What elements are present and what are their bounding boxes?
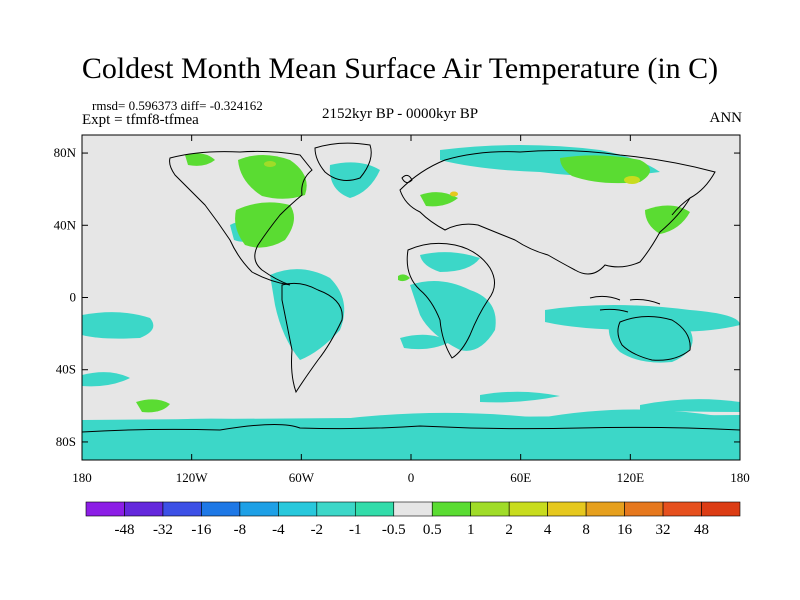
colorbar-swatch [393,501,433,517]
experiment-label: Expt = tfmf8-tfmea [82,112,199,128]
positive-anomaly-patches [136,153,690,413]
uk-coast [401,174,413,184]
colorbar-label: 16 [617,522,633,538]
japan-coast [671,197,691,216]
stats-line: rmsd= 0.596373 diff= -0.324162 [92,98,263,113]
colorbar-swatch [585,501,625,517]
colorbar-swatch [124,501,164,517]
chart-title: Coldest Month Mean Surface Air Temperatu… [81,52,719,85]
colorbar-label: -8 [234,522,247,538]
colorbar-swatch [470,501,510,517]
colorbar-label: -4 [272,522,285,538]
colorbar-label: 2 [505,522,513,538]
lat-tick-label: 0 [70,290,77,305]
colorbar-label: -16 [191,522,211,538]
colorbar-swatch [547,501,587,517]
lat-tick-label: 40S [56,362,76,377]
colorbar-swatch [85,501,125,517]
colorbar-label: 1 [467,522,475,538]
colorbar-label: 48 [694,522,709,538]
colorbar-swatch [354,501,395,517]
colorbar [85,501,741,517]
colorbar-label: 0.5 [423,522,442,538]
greenland-coast [314,142,372,181]
longitude-axis: 180 120W 60W 0 60E 120E 180 [72,135,750,485]
colorbar-swatch [316,501,356,517]
colorbar-swatch [162,501,202,517]
colorbar-swatch [239,501,279,517]
australia-coast [617,316,691,361]
season-label: ANN [709,110,743,126]
colorbar-label: -48 [114,522,134,538]
lon-tick-label: 180 [72,470,92,485]
colorbar-swatch [278,501,318,517]
colorbar-label: 32 [656,522,671,538]
period-label: 2152kyr BP - 0000kyr BP [322,106,479,122]
lat-tick-label: 80S [56,434,76,449]
colorbar-label: 8 [582,522,590,538]
colorbar-swatch [431,501,472,517]
map-background [82,135,740,460]
colorbar-swatch [701,501,741,517]
eurasia-coast [399,150,716,275]
warm-anomaly-spots [264,161,640,197]
colorbar-labels: -48 -32 -16 -8 -4 -2 -1 -0.5 0.5 1 2 4 8 16 32 48 [114,522,709,538]
indonesia-coast [589,295,661,313]
colorbar-label: -2 [311,522,324,538]
colorbar-label: -1 [349,522,362,538]
africa-coast [406,242,495,359]
lat-tick-label: 80N [54,145,77,160]
lon-tick-label: 60W [289,470,315,485]
colorbar-label: -0.5 [382,522,406,538]
lat-tick-label: 40N [54,217,77,232]
colorbar-swatch [201,501,241,517]
colorbar-label: 4 [544,522,552,538]
latitude-axis: 80N 40N 0 40S 80S [54,145,740,449]
colorbar-swatch [662,501,702,517]
lon-tick-label: 0 [408,470,415,485]
lon-tick-label: 120E [617,470,645,485]
lon-tick-label: 180 [730,470,750,485]
colorbar-swatch [624,501,664,517]
lon-tick-label: 60E [510,470,531,485]
north-america-coast [169,150,313,286]
coastlines [82,142,740,433]
colorbar-label: -32 [153,522,173,538]
lon-tick-label: 120W [176,470,209,485]
colorbar-swatch [508,501,548,517]
antarctica-coast [82,423,740,433]
south-america-coast [281,282,343,394]
